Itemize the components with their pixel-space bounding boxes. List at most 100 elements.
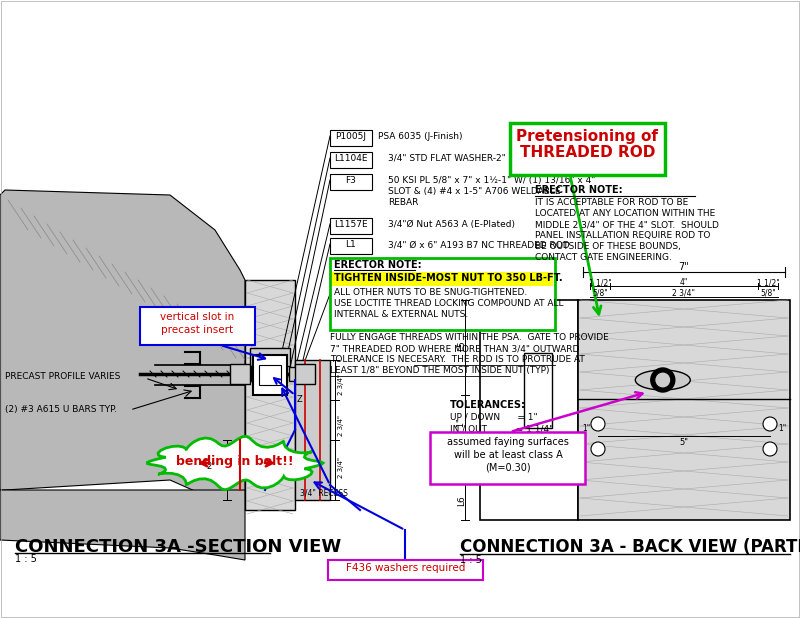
Text: L1: L1 xyxy=(346,240,356,249)
Circle shape xyxy=(763,417,777,431)
Text: 4": 4" xyxy=(680,278,688,287)
Text: 7" THREADED ROD WHERE MORE THAN 3/4" OUTWARD: 7" THREADED ROD WHERE MORE THAN 3/4" OUT… xyxy=(330,344,579,353)
Ellipse shape xyxy=(635,370,690,390)
Bar xyxy=(578,300,790,520)
Text: L1104E: L1104E xyxy=(334,154,368,163)
Text: THREADED ROD: THREADED ROD xyxy=(520,145,655,160)
Bar xyxy=(330,258,555,330)
Text: UP / DOWN      = 1": UP / DOWN = 1" xyxy=(450,413,538,422)
Text: 7": 7" xyxy=(678,262,690,272)
Circle shape xyxy=(591,417,605,431)
Text: assumed faying surfaces: assumed faying surfaces xyxy=(447,437,569,447)
Circle shape xyxy=(654,372,670,388)
Bar xyxy=(480,300,578,520)
Circle shape xyxy=(763,442,777,456)
Bar xyxy=(295,364,315,384)
Bar xyxy=(253,355,287,395)
Text: 1 : 5: 1 : 5 xyxy=(460,555,482,565)
Text: REBAR: REBAR xyxy=(388,198,418,207)
Text: L1157E: L1157E xyxy=(334,220,368,229)
Text: MIDDLE 2 3/4" OF THE 4" SLOT.  SHOULD: MIDDLE 2 3/4" OF THE 4" SLOT. SHOULD xyxy=(535,220,719,229)
Text: USE LOCTITE THREAD LOCKING COMPOUND AT ALL: USE LOCTITE THREAD LOCKING COMPOUND AT A… xyxy=(334,299,563,308)
Text: 2 3/4": 2 3/4" xyxy=(338,374,344,395)
Text: 2 3/4": 2 3/4" xyxy=(338,457,344,478)
Text: (2) #3 A615 U BARS TYP.: (2) #3 A615 U BARS TYP. xyxy=(5,405,117,414)
Text: 2 3/4": 2 3/4" xyxy=(338,415,344,436)
Text: TIGHTEN INSIDE-MOST NUT TO 350 LB-FT.: TIGHTEN INSIDE-MOST NUT TO 350 LB-FT. xyxy=(334,273,562,283)
Bar xyxy=(332,272,553,286)
Text: 1": 1" xyxy=(778,424,786,433)
Bar xyxy=(243,367,251,381)
Bar xyxy=(295,360,330,500)
Text: 1 1/2": 1 1/2" xyxy=(589,278,611,287)
Text: PSA 6035 (J-Finish): PSA 6035 (J-Finish) xyxy=(378,132,462,141)
Text: CONNECTION 3A -SECTION VIEW: CONNECTION 3A -SECTION VIEW xyxy=(15,538,342,556)
Text: INTERNAL & EXTERNAL NUTS.: INTERNAL & EXTERNAL NUTS. xyxy=(334,310,468,319)
Text: 2 3/4": 2 3/4" xyxy=(673,289,695,298)
Bar xyxy=(250,348,290,366)
Text: LEAST 1/8" BEYOND THE MOST INSIDE NUT (TYP): LEAST 1/8" BEYOND THE MOST INSIDE NUT (T… xyxy=(330,366,550,375)
Bar xyxy=(330,218,372,234)
Bar xyxy=(510,123,665,175)
Bar xyxy=(330,152,372,168)
Text: L5: L5 xyxy=(458,340,466,351)
Text: 5/8": 5/8" xyxy=(760,289,776,298)
Text: ALL OTHER NUTS TO BE SNUG-TIGHTENED.: ALL OTHER NUTS TO BE SNUG-TIGHTENED. xyxy=(334,288,527,297)
Text: BE OUTSIDE OF THESE BOUNDS,: BE OUTSIDE OF THESE BOUNDS, xyxy=(535,242,681,251)
Text: Z: Z xyxy=(297,395,302,404)
Bar xyxy=(289,367,297,381)
Text: 1": 1" xyxy=(582,424,590,433)
Text: NEAR / AWAY   = 1": NEAR / AWAY = 1" xyxy=(450,435,537,444)
Text: CONNECTION 3A - BACK VIEW (PARTIAL): CONNECTION 3A - BACK VIEW (PARTIAL) xyxy=(460,538,800,556)
Text: ERECTOR NOTE:: ERECTOR NOTE: xyxy=(334,260,422,270)
Circle shape xyxy=(651,368,674,392)
Text: 1 : 5: 1 : 5 xyxy=(15,554,37,564)
Bar xyxy=(330,130,372,146)
Text: (M=0.30): (M=0.30) xyxy=(485,463,531,473)
Text: CONTACT GATE ENGINEERING.: CONTACT GATE ENGINEERING. xyxy=(535,253,672,262)
Bar xyxy=(230,364,250,384)
Text: PRECAST PROFILE VARIES: PRECAST PROFILE VARIES xyxy=(5,372,120,381)
Polygon shape xyxy=(0,490,245,560)
Text: SLOT & (4) #4 x 1-5" A706 WELDABLE: SLOT & (4) #4 x 1-5" A706 WELDABLE xyxy=(388,187,561,196)
Text: 2": 2" xyxy=(206,462,215,471)
Bar xyxy=(328,560,483,580)
Text: vertical slot in: vertical slot in xyxy=(160,312,234,322)
Bar xyxy=(140,307,255,345)
Text: 5/8": 5/8" xyxy=(592,289,608,298)
Text: precast insert: precast insert xyxy=(161,325,233,335)
Text: 1' - 1": 1' - 1" xyxy=(458,418,466,442)
Text: 3/4" STD FLAT WASHER-2" W(E-Plated): 3/4" STD FLAT WASHER-2" W(E-Plated) xyxy=(388,154,562,163)
Text: L6: L6 xyxy=(458,495,466,506)
Text: PANEL INSTALLATION REQUIRE ROD TO: PANEL INSTALLATION REQUIRE ROD TO xyxy=(535,231,710,240)
Text: TOLERANCE IS NECESARY.  THE ROD IS TO PROTRUDE AT: TOLERANCE IS NECESARY. THE ROD IS TO PRO… xyxy=(330,355,585,364)
Bar xyxy=(430,432,585,484)
Text: 1 1/2": 1 1/2" xyxy=(757,278,779,287)
Text: will be at least class A: will be at least class A xyxy=(454,450,562,460)
Bar xyxy=(330,238,372,254)
Text: 3/4"Ø Nut A563 A (E-Plated): 3/4"Ø Nut A563 A (E-Plated) xyxy=(388,220,515,229)
Bar xyxy=(259,365,281,385)
Bar xyxy=(233,367,241,381)
Text: TOLERANCES:: TOLERANCES: xyxy=(450,400,526,410)
Text: LOCATED AT ANY LOCATION WITHIN THE: LOCATED AT ANY LOCATION WITHIN THE xyxy=(535,209,715,218)
Polygon shape xyxy=(147,436,323,489)
Text: F3: F3 xyxy=(346,176,357,185)
Text: FULLY ENGAGE THREADS WITHIN THE PSA.  GATE TO PROVIDE: FULLY ENGAGE THREADS WITHIN THE PSA. GAT… xyxy=(330,333,609,342)
Text: F436 washers required: F436 washers required xyxy=(346,563,465,573)
Bar xyxy=(299,367,307,381)
Text: Pretensioning of: Pretensioning of xyxy=(517,129,658,144)
Text: 3/4" RECESS: 3/4" RECESS xyxy=(300,488,348,497)
Circle shape xyxy=(591,442,605,456)
Text: 50 KSI PL 5/8" x 7" x 1½-1" W/ (1) 13/16" x 4": 50 KSI PL 5/8" x 7" x 1½-1" W/ (1) 13/16… xyxy=(388,176,595,185)
Text: IT IS ACCEPTABLE FOR ROD TO BE: IT IS ACCEPTABLE FOR ROD TO BE xyxy=(535,198,688,207)
Text: 5": 5" xyxy=(679,438,689,447)
Polygon shape xyxy=(0,190,245,500)
Bar xyxy=(245,280,295,510)
Text: bending in bolt!!: bending in bolt!! xyxy=(176,454,294,467)
Bar xyxy=(330,174,372,190)
Text: IN / OUT          = 1 1/4": IN / OUT = 1 1/4" xyxy=(450,424,554,433)
Text: 3/4" Ø x 6" A193 B7 NC THREADED ROD: 3/4" Ø x 6" A193 B7 NC THREADED ROD xyxy=(388,240,570,249)
Text: ERECTOR NOTE:: ERECTOR NOTE: xyxy=(535,185,622,195)
Text: P1005J: P1005J xyxy=(335,132,366,141)
